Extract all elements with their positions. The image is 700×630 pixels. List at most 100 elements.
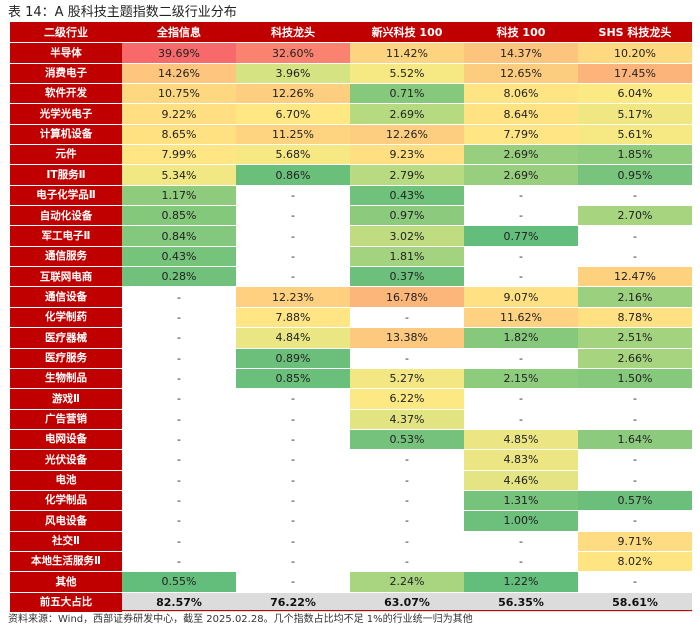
- row-label: 军工电子Ⅱ: [10, 226, 122, 247]
- table-cell: 16.78%: [350, 287, 464, 308]
- table-cell: -: [236, 409, 350, 430]
- row-label: 消费电子: [10, 63, 122, 85]
- row-label: 医疗器械: [10, 328, 122, 349]
- table-cell: 2.24%: [350, 572, 464, 593]
- table-cell: 0.37%: [350, 267, 464, 288]
- header-index-3: 新兴科技 100: [350, 23, 464, 44]
- row-label: 社交Ⅱ: [10, 531, 122, 552]
- table-cell: 12.47%: [578, 267, 692, 288]
- row-label: 通信服务: [10, 246, 122, 268]
- table-cell: -: [236, 450, 350, 471]
- row-label: 光伏设备: [10, 450, 122, 471]
- table-cell: -: [236, 572, 350, 593]
- table-cell: -: [236, 206, 350, 227]
- table-cell: 0.71%: [350, 84, 464, 105]
- row-label: 软件开发: [10, 84, 122, 105]
- table-cell: 11.42%: [350, 43, 464, 64]
- table-cell: 7.99%: [122, 145, 236, 166]
- table-cell: 8.06%: [464, 84, 578, 105]
- table-cell: -: [578, 470, 692, 491]
- row-label: 光学光电子: [10, 104, 122, 125]
- table-cell: -: [236, 470, 350, 491]
- table-cell: 11.62%: [464, 307, 578, 329]
- table-cell: 1.31%: [464, 490, 578, 512]
- table-cell: -: [122, 429, 236, 451]
- table-cell: 4.83%: [464, 450, 578, 471]
- table-cell: 0.43%: [122, 246, 236, 268]
- row-label: 电网设备: [10, 429, 122, 451]
- total-cell: 76.22%: [236, 592, 350, 613]
- table-cell: 1.50%: [578, 368, 692, 390]
- table-cell: 0.57%: [578, 490, 692, 512]
- row-label: 生物制品: [10, 368, 122, 390]
- row-label: 其他: [10, 572, 122, 593]
- table-cell: -: [578, 185, 692, 207]
- row-label: 电池: [10, 470, 122, 491]
- table-cell: 2.69%: [464, 165, 578, 186]
- total-row-label: 前五大占比: [10, 592, 122, 613]
- table-cell: 12.65%: [464, 63, 578, 85]
- table-cell: 1.17%: [122, 185, 236, 207]
- table-cell: -: [122, 287, 236, 308]
- total-cell: 63.07%: [350, 592, 464, 613]
- table-cell: -: [122, 389, 236, 410]
- table-cell: -: [464, 409, 578, 430]
- table-cell: -: [464, 267, 578, 288]
- table-cell: -: [464, 348, 578, 369]
- total-cell: 58.61%: [578, 592, 692, 613]
- table-cell: 0.84%: [122, 226, 236, 247]
- table-cell: 1.85%: [578, 145, 692, 166]
- table-cell: -: [236, 267, 350, 288]
- table-cell: 5.52%: [350, 63, 464, 85]
- source-note: 资料来源：Wind，西部证券研发中心，截至 2025.02.28。几个指数占比均…: [8, 614, 473, 625]
- table-cell: -: [578, 450, 692, 471]
- table-cell: 6.70%: [236, 104, 350, 125]
- table-cell: -: [350, 348, 464, 369]
- table-cell: -: [464, 389, 578, 410]
- row-label: 电子化学品Ⅱ: [10, 185, 122, 207]
- row-label: 通信设备: [10, 287, 122, 308]
- table-cell: 0.28%: [122, 267, 236, 288]
- table-cell: -: [350, 531, 464, 552]
- table-cell: 0.97%: [350, 206, 464, 227]
- table-cell: 5.17%: [578, 104, 692, 125]
- total-cell: 56.35%: [464, 592, 578, 613]
- table-cell: 1.64%: [578, 429, 692, 451]
- table-cell: -: [236, 511, 350, 532]
- table-cell: 32.60%: [236, 43, 350, 64]
- header-index-4: 科技 100: [464, 23, 578, 44]
- table-cell: 4.46%: [464, 470, 578, 491]
- table-cell: 11.25%: [236, 124, 350, 146]
- table-cell: 1.00%: [464, 511, 578, 532]
- header-index-1: 全指信息: [122, 23, 236, 44]
- table-cell: -: [578, 389, 692, 410]
- table-cell: 0.95%: [578, 165, 692, 186]
- table-cell: 6.22%: [350, 389, 464, 410]
- table-cell: 5.34%: [122, 165, 236, 186]
- row-label: 自动化设备: [10, 206, 122, 227]
- table-cell: 0.85%: [122, 206, 236, 227]
- table-cell: 4.84%: [236, 328, 350, 349]
- table-cell: 7.79%: [464, 124, 578, 146]
- row-label: 互联网电商: [10, 267, 122, 288]
- table-cell: 3.96%: [236, 63, 350, 85]
- table-cell: 8.64%: [464, 104, 578, 125]
- table-cell: -: [578, 226, 692, 247]
- table-cell: 0.55%: [122, 572, 236, 593]
- table-cell: 4.85%: [464, 429, 578, 451]
- table-cell: 0.86%: [236, 165, 350, 186]
- table-title: 表 14：A 股科技主题指数二级行业分布: [8, 5, 237, 20]
- header-index-5: SHS 科技龙头: [578, 23, 692, 44]
- table-cell: -: [350, 307, 464, 329]
- header-index-2: 科技龙头: [236, 23, 350, 44]
- table-cell: -: [122, 470, 236, 491]
- table-cell: -: [122, 307, 236, 329]
- table-cell: 9.22%: [122, 104, 236, 125]
- table-cell: 0.85%: [236, 368, 350, 390]
- industry-distribution-table: 二级行业 全指信息 科技龙头 新兴科技 100 科技 100 SHS 科技龙头 半导体 39.…: [10, 22, 692, 613]
- table-cell: 0.53%: [350, 429, 464, 451]
- table-cell: 4.37%: [350, 409, 464, 430]
- table-cell: 10.20%: [578, 43, 692, 64]
- table-cell: 3.02%: [350, 226, 464, 247]
- table-cell: -: [122, 511, 236, 532]
